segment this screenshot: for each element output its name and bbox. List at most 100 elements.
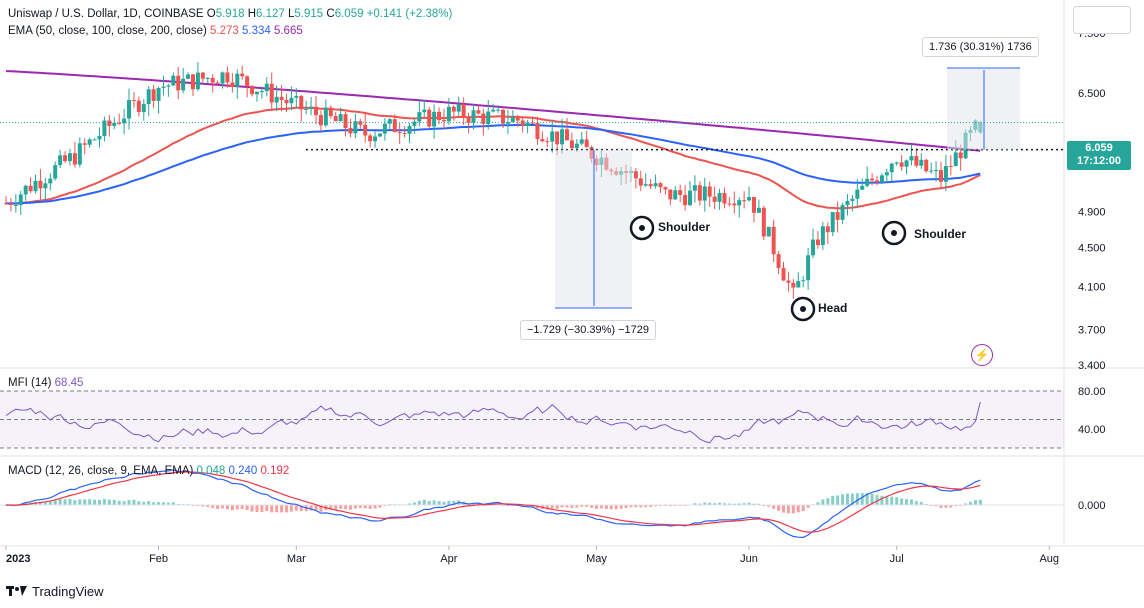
macd-histogram-bar xyxy=(216,505,220,510)
ema200-value: 5.665 xyxy=(273,25,303,37)
macd-histogram-bar xyxy=(575,505,579,508)
macd-histogram-bar xyxy=(191,505,195,507)
candle-body xyxy=(112,122,117,126)
pattern-overlay xyxy=(0,67,1064,322)
macd-histogram-bar xyxy=(654,505,658,507)
macd-histogram-bar xyxy=(38,502,42,505)
macd-histogram-bar xyxy=(235,505,239,510)
macd-line xyxy=(5,469,981,539)
candle-body xyxy=(427,109,432,127)
candle-body xyxy=(368,135,373,142)
macd-histogram-bar xyxy=(708,502,712,505)
macd-histogram-bar xyxy=(230,505,234,511)
candle-body xyxy=(899,162,904,167)
candle-body xyxy=(501,109,506,124)
macd-histogram-bar xyxy=(649,505,653,507)
candle-body xyxy=(161,86,166,88)
time-tick-label: Mar xyxy=(287,553,306,565)
lightning-icon[interactable]: ⚡ xyxy=(971,344,993,366)
candle-body xyxy=(742,200,747,202)
macd-histogram-bar xyxy=(919,502,923,505)
macd-histogram-bar xyxy=(570,505,574,508)
candle-body xyxy=(146,89,151,105)
macd-histogram-bar xyxy=(786,505,790,514)
candle-body xyxy=(791,282,796,288)
candle-body xyxy=(717,192,722,202)
candle-body xyxy=(481,113,486,124)
candle-body xyxy=(127,100,132,119)
candle-body xyxy=(574,143,579,149)
candle-body xyxy=(732,203,737,206)
candle-body xyxy=(151,89,156,101)
candle-body xyxy=(97,135,102,140)
candle-body xyxy=(648,184,653,187)
candles xyxy=(4,62,983,299)
candle-body xyxy=(860,185,865,190)
macd-histogram-bar xyxy=(334,505,338,510)
candle-body xyxy=(806,255,811,281)
candle-body xyxy=(314,106,319,116)
macd-histogram-bar xyxy=(422,499,426,505)
candle-body xyxy=(190,74,195,90)
candle-body xyxy=(333,116,338,122)
macd-histogram-bar xyxy=(624,505,628,509)
candle-body xyxy=(13,204,18,206)
macd-histogram-bar xyxy=(221,505,225,509)
macd-histogram-bar xyxy=(978,499,982,505)
current-price-badge: 6.059 17:12:00 xyxy=(1067,141,1131,170)
candle-body xyxy=(496,109,501,111)
candle-body xyxy=(195,72,200,90)
macd-histogram-bar xyxy=(161,502,165,505)
macd-histogram-bar xyxy=(722,503,726,505)
candle-body xyxy=(707,186,712,197)
macd-histogram-bar xyxy=(885,496,889,505)
candle-body xyxy=(397,132,402,134)
pattern-marker-dot xyxy=(800,306,806,312)
macd-histogram-bar xyxy=(742,503,746,505)
macd-histogram-bar xyxy=(339,505,343,509)
ema50-line xyxy=(6,106,981,210)
footer-brand[interactable]: TradingView xyxy=(6,584,104,599)
candle-body xyxy=(235,73,240,87)
chart-options-button[interactable] xyxy=(1073,6,1131,34)
candle-body xyxy=(938,170,943,182)
candle-body xyxy=(422,109,427,113)
macd-histogram-bar xyxy=(855,493,859,505)
low-label: L xyxy=(288,8,295,20)
macd-histogram-bar xyxy=(713,503,717,505)
macd-histogram-bar xyxy=(102,499,106,505)
mfi-legend: MFI (14) 68.45 xyxy=(8,377,83,389)
macd-histogram-bar xyxy=(954,505,958,507)
candle-body xyxy=(67,153,72,162)
macd-histogram-bar xyxy=(275,505,279,513)
macd-histogram-bar xyxy=(585,505,589,507)
macd-histogram-bar xyxy=(442,501,446,505)
candle-body xyxy=(545,141,550,143)
macd-histogram-bar xyxy=(870,493,874,505)
histogram-value: 0.192 xyxy=(260,465,290,477)
candle-body xyxy=(122,118,127,124)
close-value: 6.059 xyxy=(334,8,364,20)
macd-histogram-bar xyxy=(560,505,564,508)
ema-label: EMA (50, close, 100, close, 200, close) xyxy=(8,25,207,37)
candle-body xyxy=(692,185,697,191)
candle-body xyxy=(200,72,205,79)
macd-histogram-bar xyxy=(836,495,840,505)
candle-body xyxy=(811,239,816,256)
symbol-name: Uniswap / U.S. Dollar, 1D, COINBASE xyxy=(8,8,204,20)
macd-histogram-bar xyxy=(905,499,909,505)
macd-histogram-bar xyxy=(550,505,554,509)
candle-body xyxy=(53,165,58,179)
candle-body xyxy=(136,100,141,113)
macd-histogram-bar xyxy=(265,505,269,512)
macd-histogram-bar xyxy=(432,500,436,505)
candle-body xyxy=(43,183,48,189)
macd-histogram-bar xyxy=(166,502,170,505)
time-tick-label: 2023 xyxy=(6,553,30,565)
close-label: C xyxy=(326,8,335,20)
candle-body xyxy=(751,197,756,213)
macd-histogram-bar xyxy=(363,505,367,509)
macd-histogram-bar xyxy=(767,505,771,507)
macd-histogram-bar xyxy=(88,499,92,505)
